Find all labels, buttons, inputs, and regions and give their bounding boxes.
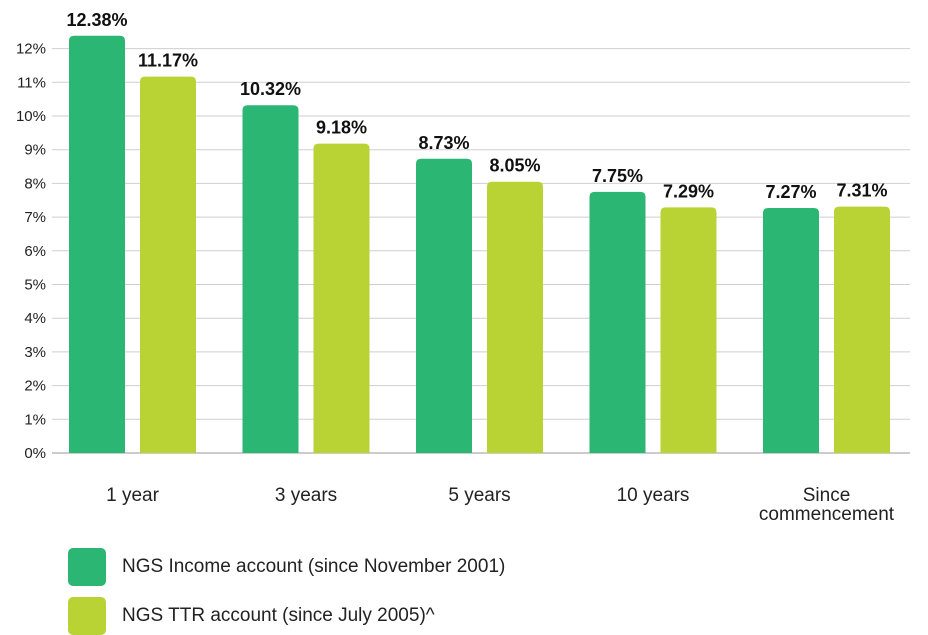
legend-swatch-ttr xyxy=(68,597,106,635)
x-axis: 1 year 3 years 5 years 10 years Since commenc… xyxy=(106,485,895,525)
y-tick-label: 6% xyxy=(24,243,46,260)
data-label: 9.18% xyxy=(316,118,367,138)
x-tick-label-line: 1 year xyxy=(106,485,159,506)
y-axis: 0% 1% 2% 3% 4% 5% 6% 7% 8% 9% 10% 11% 12% xyxy=(16,41,46,462)
data-label: 12.38% xyxy=(66,10,127,30)
x-tick-label: 5 years xyxy=(448,485,510,506)
bars xyxy=(69,35,890,454)
bar xyxy=(660,207,717,453)
y-tick-label: 5% xyxy=(24,277,46,294)
x-tick-label: 1 year xyxy=(106,485,159,506)
bar xyxy=(313,143,370,453)
data-label: 11.17% xyxy=(138,51,198,71)
y-tick-label: 4% xyxy=(24,310,46,327)
legend-swatch-income xyxy=(68,548,106,586)
x-tick-label: 3 years xyxy=(275,485,337,506)
data-label: 7.75% xyxy=(592,166,643,186)
bar xyxy=(834,206,890,453)
data-label: 7.27% xyxy=(765,182,816,202)
bar xyxy=(763,208,819,453)
data-label: 7.31% xyxy=(836,181,887,201)
bar xyxy=(487,181,543,453)
data-label: 7.29% xyxy=(663,181,714,201)
x-tick-label-line: commencement xyxy=(759,504,895,525)
bar-chart: 0% 1% 2% 3% 4% 5% 6% 7% 8% 9% 10% 11% 12% 12.38% 11.1… xyxy=(16,10,910,525)
y-tick-label: 10% xyxy=(16,108,46,125)
legend-label-income: NGS Income account (since November 2001) xyxy=(122,556,506,577)
y-tick-label: 0% xyxy=(24,445,46,462)
bar xyxy=(416,158,472,453)
y-tick-label: 2% xyxy=(24,378,46,395)
data-label: 8.05% xyxy=(489,156,540,176)
y-tick-label: 7% xyxy=(24,209,46,226)
legend-label-ttr: NGS TTR account (since July 2005)^ xyxy=(122,605,435,626)
bar xyxy=(242,105,299,453)
bar xyxy=(589,191,646,453)
x-tick-label: 10 years xyxy=(617,485,690,506)
bar xyxy=(69,35,125,453)
y-tick-label: 1% xyxy=(24,411,46,428)
y-tick-label: 9% xyxy=(24,142,46,159)
y-tick-label: 8% xyxy=(24,175,46,192)
x-tick-label-line: 5 years xyxy=(448,485,510,506)
data-label: 8.73% xyxy=(418,133,469,153)
bar xyxy=(140,76,196,454)
x-tick-label-line: Since xyxy=(803,485,851,506)
data-label: 10.32% xyxy=(240,79,301,99)
y-tick-label: 11% xyxy=(17,74,46,91)
y-tick-label: 12% xyxy=(16,41,46,58)
y-tick-label: 3% xyxy=(24,344,46,361)
x-tick-label-line: 10 years xyxy=(617,485,690,506)
data-labels: 12.38% 11.17% 10.32% 9.18% 8.73% 8.05% 7.75% 7.… xyxy=(66,10,887,202)
x-tick-label-line: 3 years xyxy=(275,485,337,506)
x-tick-label: Since commencement xyxy=(759,485,895,525)
